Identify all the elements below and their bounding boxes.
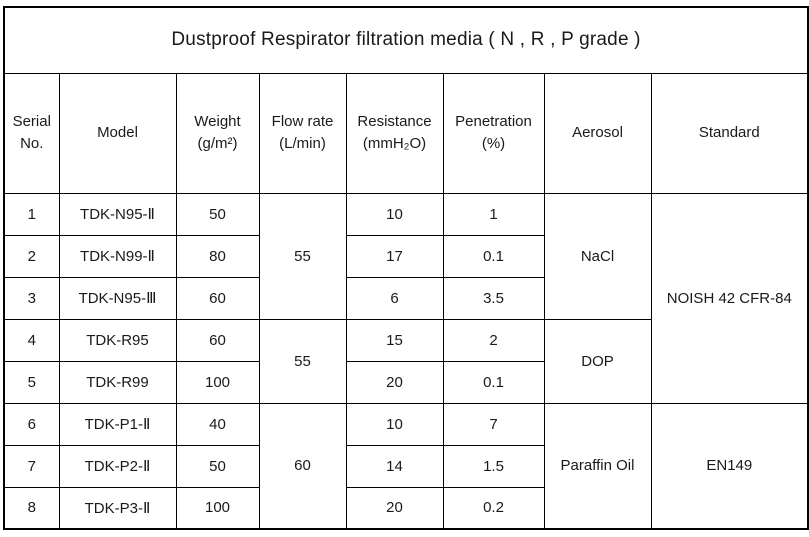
cell-model: TDK-N95-Ⅱ xyxy=(58,192,177,236)
header-flow-rate-label: Flow rate xyxy=(271,113,334,131)
cell-flow-rate-merged: 60 xyxy=(258,402,347,530)
cell-standard-merged: EN149 xyxy=(650,402,809,530)
table-row: 5 TDK-R99 100 20 0.1 xyxy=(3,360,808,404)
header-model: Model xyxy=(58,72,177,194)
cell-penetration: 0.2 xyxy=(442,486,545,530)
cell-serial: 8 xyxy=(3,486,60,530)
cell-model: TDK-N95-Ⅲ xyxy=(58,276,177,320)
header-aerosol: Aerosol xyxy=(543,72,652,194)
cell-weight: 100 xyxy=(175,486,260,530)
cell-serial: 6 xyxy=(3,402,60,446)
cell-resistance: 17 xyxy=(345,234,444,278)
cell-weight: 50 xyxy=(175,192,260,236)
cell-standard-merged: NOISH 42 CFR-84 xyxy=(650,192,809,404)
cell-serial: 1 xyxy=(3,192,60,236)
header-aerosol-label: Aerosol xyxy=(572,124,623,142)
header-penetration-label: Penetration xyxy=(455,113,532,131)
cell-aerosol-merged: DOP xyxy=(543,318,652,404)
table-row: 7 TDK-P2-Ⅱ 50 14 1.5 xyxy=(3,444,808,488)
table-row: 2 TDK-N99-Ⅱ 80 17 0.1 xyxy=(3,234,808,278)
cell-resistance: 10 xyxy=(345,402,444,446)
cell-penetration: 7 xyxy=(442,402,545,446)
cell-penetration: 1.5 xyxy=(442,444,545,488)
header-flow-rate: Flow rate (L/min) xyxy=(258,72,347,194)
cell-model: TDK-R95 xyxy=(58,318,177,362)
header-penetration-unit: (%) xyxy=(481,135,506,152)
cell-flow-rate-merged: 55 xyxy=(258,318,347,404)
filtration-media-spec-table: Dustproof Respirator filtration media ( … xyxy=(3,6,809,530)
cell-flow-rate-merged: 55 xyxy=(258,192,347,320)
cell-resistance: 20 xyxy=(345,486,444,530)
cell-serial: 4 xyxy=(3,318,60,362)
cell-weight: 80 xyxy=(175,234,260,278)
header-serial-label: Serial No. xyxy=(12,113,51,152)
cell-resistance: 6 xyxy=(345,276,444,320)
cell-weight: 50 xyxy=(175,444,260,488)
cell-aerosol-merged: NaCl xyxy=(543,192,652,320)
cell-model: TDK-P3-Ⅱ xyxy=(58,486,177,530)
cell-penetration: 0.1 xyxy=(442,234,545,278)
cell-aerosol-merged: Paraffin Oil xyxy=(543,402,652,530)
header-weight-label: Weight xyxy=(194,113,241,131)
header-resistance-label: Resistance xyxy=(357,113,432,131)
cell-resistance: 20 xyxy=(345,360,444,404)
table-row: 6 TDK-P1-Ⅱ 40 60 10 7 Paraffin Oil EN149 xyxy=(3,402,809,530)
cell-weight: 60 xyxy=(175,276,260,320)
cell-resistance: 10 xyxy=(345,192,444,236)
header-weight: Weight (g/m²) xyxy=(175,72,260,194)
cell-weight: 100 xyxy=(175,360,260,404)
cell-weight: 60 xyxy=(175,318,260,362)
header-resistance: Resistance (mmH₂O) xyxy=(345,72,444,194)
cell-resistance: 14 xyxy=(345,444,444,488)
header-standard-label: Standard xyxy=(698,124,760,142)
table-row: 8 TDK-P3-Ⅱ 100 20 0.2 xyxy=(3,486,808,530)
cell-model: TDK-R99 xyxy=(58,360,177,404)
header-weight-unit: (g/m²) xyxy=(197,135,238,152)
title-row: Dustproof Respirator filtration media ( … xyxy=(3,6,809,74)
cell-model: TDK-N99-Ⅱ xyxy=(58,234,177,278)
header-penetration: Penetration (%) xyxy=(442,72,545,194)
cell-weight: 40 xyxy=(175,402,260,446)
cell-penetration: 3.5 xyxy=(442,276,545,320)
cell-penetration: 2 xyxy=(442,318,545,362)
header-flow-rate-unit: (L/min) xyxy=(279,135,326,152)
header-serial-no: Serial No. xyxy=(3,72,60,194)
table-row: 1 TDK-N95-Ⅱ 50 55 10 1 NaCl NOISH 42 CFR… xyxy=(3,192,809,404)
cell-serial: 5 xyxy=(3,360,60,404)
header-resistance-unit: (mmH₂O) xyxy=(362,135,427,152)
table-row: 4 TDK-R95 60 55 15 2 DOP xyxy=(3,318,808,404)
header-model-label: Model xyxy=(97,124,138,142)
table-title: Dustproof Respirator filtration media ( … xyxy=(3,6,809,74)
cell-serial: 7 xyxy=(3,444,60,488)
cell-model: TDK-P2-Ⅱ xyxy=(58,444,177,488)
cell-serial: 3 xyxy=(3,276,60,320)
cell-resistance: 15 xyxy=(345,318,444,362)
header-standard: Standard xyxy=(650,72,809,194)
cell-penetration: 0.1 xyxy=(442,360,545,404)
table-row: 3 TDK-N95-Ⅲ 60 6 3.5 xyxy=(3,276,808,320)
cell-model: TDK-P1-Ⅱ xyxy=(58,402,177,446)
cell-penetration: 1 xyxy=(442,192,545,236)
cell-serial: 2 xyxy=(3,234,60,278)
header-row: Serial No. Model Weight (g/m²) Flow rate… xyxy=(3,72,809,194)
